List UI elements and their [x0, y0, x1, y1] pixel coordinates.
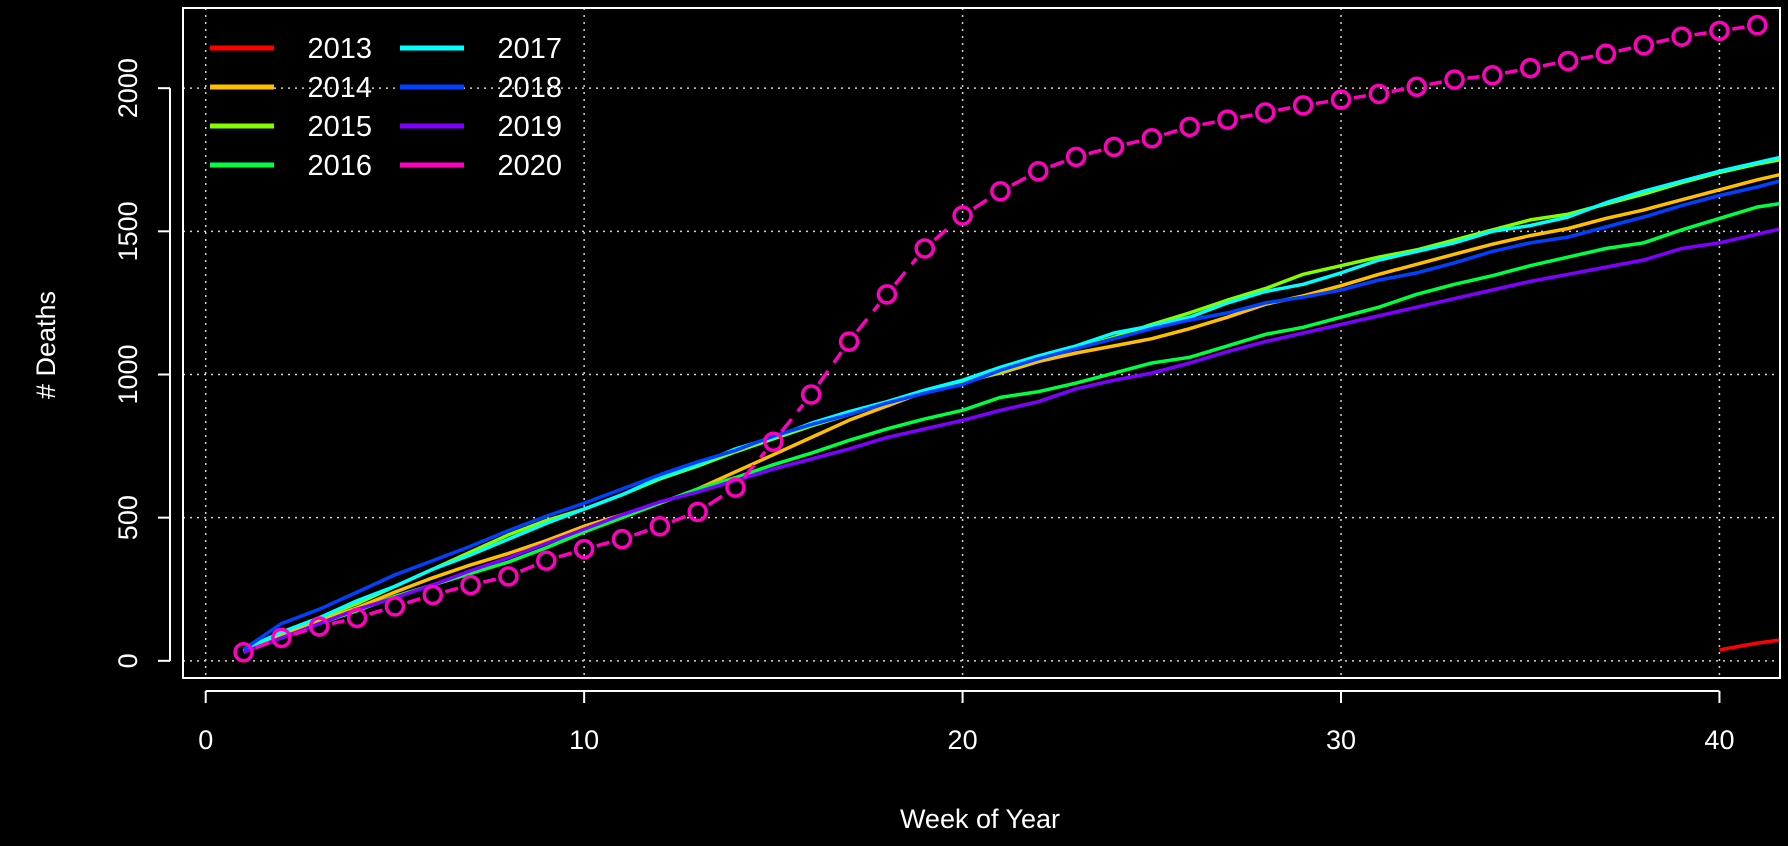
y-tick-label: 2000 — [113, 58, 143, 118]
legend-label-2017: 2017 — [497, 33, 562, 65]
x-axis-label: Week of Year — [900, 804, 1060, 834]
legend-label-2019: 2019 — [497, 111, 562, 143]
series-2020-segment — [1202, 122, 1214, 124]
y-tick-label: 1000 — [113, 344, 143, 404]
legend-label-2015: 2015 — [307, 111, 372, 143]
series-2020-segment — [1316, 102, 1328, 104]
y-axis-label: # Deaths — [31, 291, 61, 399]
series-2020-segment — [1467, 77, 1479, 78]
x-tick-label: 0 — [198, 725, 213, 755]
series-2020-segment — [1278, 108, 1290, 110]
series-2020-segment — [1732, 27, 1744, 29]
legend-label-2018: 2018 — [497, 72, 562, 104]
x-tick-label: 30 — [1326, 725, 1356, 755]
series-2020-segment — [1581, 56, 1593, 58]
legend-label-2013: 2013 — [307, 33, 372, 65]
x-tick-label: 20 — [948, 725, 978, 755]
series-2020-segment — [1543, 63, 1555, 65]
series-2020-segment — [1429, 82, 1441, 84]
y-tick-label: 500 — [113, 495, 143, 540]
series-2020-segment — [1240, 115, 1252, 117]
y-tick-label: 0 — [113, 653, 143, 668]
series-2020-segment — [1694, 33, 1706, 35]
series-2020-segment — [1392, 89, 1404, 91]
legend-label-2014: 2014 — [307, 72, 372, 104]
x-tick-label: 10 — [569, 725, 599, 755]
x-tick-label: 40 — [1704, 725, 1734, 755]
series-2020-segment — [1354, 96, 1366, 98]
legend-label-2020: 2020 — [497, 150, 562, 182]
y-tick-label: 1500 — [113, 201, 143, 261]
series-2020-segment — [1505, 71, 1517, 73]
legend-label-2016: 2016 — [307, 150, 372, 182]
